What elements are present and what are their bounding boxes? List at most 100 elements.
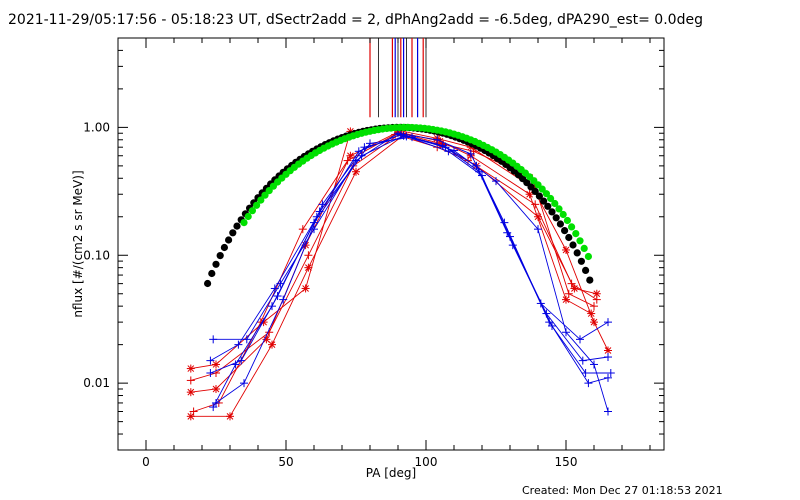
data-point-red bbox=[262, 335, 271, 344]
fit-dot-black bbox=[552, 214, 560, 222]
fit-dot-green bbox=[584, 252, 593, 261]
fit-dot-black bbox=[586, 276, 594, 284]
series-line-red bbox=[190, 131, 592, 393]
data-point-blue bbox=[240, 379, 248, 388]
fit-dot-green bbox=[248, 207, 256, 215]
series-line-blue bbox=[213, 132, 609, 340]
series-line-red bbox=[190, 134, 597, 417]
data-point-blue bbox=[604, 353, 612, 362]
data-point-blue bbox=[534, 225, 542, 234]
vertical-lines-group bbox=[369, 38, 427, 118]
series-line-red bbox=[193, 134, 598, 412]
data-point-red bbox=[534, 212, 542, 221]
data-point-blue bbox=[237, 356, 246, 365]
data-point-blue bbox=[279, 295, 288, 304]
data-point-red bbox=[186, 364, 195, 373]
x-tick-label: 0 bbox=[142, 455, 150, 469]
fit-dot-black bbox=[216, 252, 224, 260]
data-point-blue bbox=[576, 335, 584, 344]
data-point-blue bbox=[604, 407, 612, 416]
data-point-blue bbox=[433, 135, 442, 144]
data-point-blue bbox=[318, 200, 327, 209]
fit-dot-green bbox=[576, 237, 584, 245]
fit-dot-black bbox=[573, 249, 581, 257]
fit-dot-green bbox=[551, 199, 559, 208]
y-axis: 0.01 0.10 1.00 bbox=[83, 37, 664, 451]
fit-dot-black bbox=[208, 269, 216, 278]
fit-dot-black bbox=[565, 233, 573, 242]
data-point-red bbox=[592, 289, 601, 298]
data-point-blue bbox=[478, 171, 486, 180]
fit-dot-black bbox=[569, 241, 577, 249]
data-point-blue bbox=[231, 360, 240, 369]
data-point-blue bbox=[212, 398, 220, 407]
data-point-blue bbox=[604, 318, 612, 327]
data-point-red bbox=[343, 156, 352, 165]
data-point-red bbox=[186, 388, 195, 397]
fit-dot-black bbox=[535, 192, 544, 200]
data-point-red bbox=[352, 167, 360, 176]
data-point-blue bbox=[242, 335, 251, 344]
fit-dot-black bbox=[548, 208, 556, 216]
fit-dot-green bbox=[542, 190, 551, 198]
fit-dot-black bbox=[229, 229, 237, 237]
fit-dot-green bbox=[253, 201, 261, 209]
data-point-blue bbox=[562, 328, 570, 337]
series-line-blue bbox=[215, 135, 609, 404]
data-point-red bbox=[525, 190, 534, 199]
fit-dot-black bbox=[527, 183, 535, 191]
data-point-blue bbox=[402, 132, 411, 141]
data-point-blue bbox=[584, 379, 593, 388]
data-point-blue bbox=[548, 321, 556, 330]
data-point-blue bbox=[273, 292, 282, 301]
series-line-blue bbox=[212, 136, 609, 412]
data-point-blue bbox=[466, 149, 475, 158]
x-tick-label: 100 bbox=[415, 455, 438, 469]
x-axis: 0 50 100 150 bbox=[142, 38, 651, 469]
y-axis-label: nflux [#/(cm2 s sr MeV)] bbox=[71, 170, 85, 317]
data-point-red bbox=[590, 302, 598, 311]
data-point-red bbox=[604, 346, 612, 355]
fit-dot-green bbox=[563, 216, 572, 225]
fit-dot-black bbox=[225, 236, 233, 244]
data-point-red bbox=[590, 318, 598, 327]
data-point-red bbox=[186, 412, 195, 421]
data-point-red bbox=[298, 225, 307, 234]
data-point-red bbox=[570, 284, 579, 293]
fit-dot-black bbox=[212, 260, 220, 268]
data-point-blue bbox=[604, 373, 612, 382]
data-point-blue bbox=[310, 218, 318, 227]
fit-dot-black bbox=[220, 243, 228, 252]
data-point-red bbox=[268, 340, 276, 349]
fit-dot-green bbox=[240, 219, 248, 227]
y-tick-label: 0.10 bbox=[83, 248, 110, 262]
y-tick-label: 1.00 bbox=[83, 120, 110, 134]
data-point-red bbox=[562, 245, 570, 254]
data-point-blue bbox=[270, 284, 279, 293]
data-point-red bbox=[212, 384, 220, 393]
data-point-red bbox=[226, 412, 234, 421]
data-point-blue bbox=[581, 369, 590, 378]
data-point-blue bbox=[492, 177, 500, 186]
fit-dot-green bbox=[555, 205, 563, 213]
created-timestamp: Created: Mon Dec 27 01:18:53 2021 bbox=[522, 484, 723, 497]
data-point-red bbox=[186, 376, 195, 385]
data-point-red bbox=[562, 295, 570, 304]
data-point-blue bbox=[206, 356, 215, 365]
plot-frame bbox=[117, 37, 665, 451]
data-point-blue bbox=[508, 241, 517, 250]
fit-dot-green bbox=[257, 196, 265, 204]
fit-dot-black bbox=[204, 279, 212, 288]
fit-dot-green bbox=[559, 210, 567, 219]
fit-dot-green bbox=[244, 212, 252, 221]
chart-title: 2021-11-29/05:17:56 - 05:18:23 UT, dSect… bbox=[8, 12, 703, 28]
fit-dot-black bbox=[540, 197, 548, 205]
data-point-blue bbox=[408, 133, 416, 142]
fit-dot-green bbox=[261, 191, 269, 199]
fit-dot-black bbox=[544, 202, 552, 210]
fit-curves-group bbox=[204, 123, 594, 288]
data-point-blue bbox=[366, 139, 374, 148]
fit-dot-black bbox=[531, 187, 539, 195]
x-axis-label: PA [deg] bbox=[366, 466, 416, 480]
